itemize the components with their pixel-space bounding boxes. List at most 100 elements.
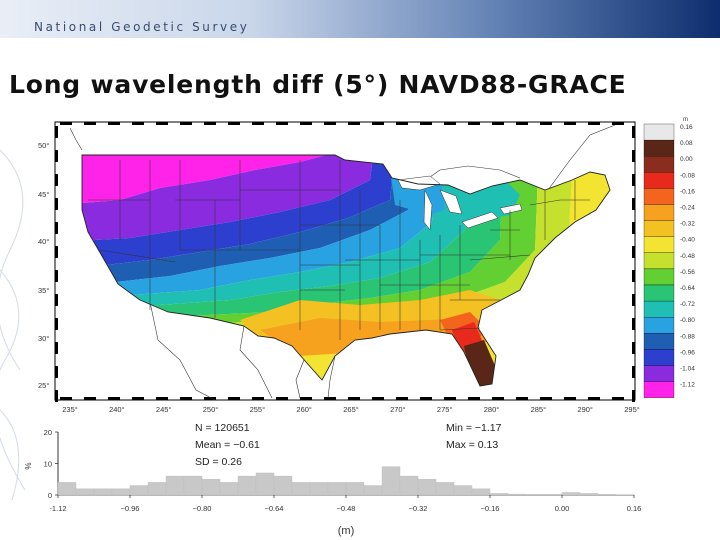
colorbar-label: -0.16 [680,188,695,195]
latitude-tick-labels: 50° 45° 40° 35° 30° 25° [38,141,49,390]
colorbar-label: -0.08 [680,172,695,179]
histogram-x-tick-label: −0.32 [409,504,428,513]
map-frame-ticks [55,122,635,402]
histogram-bar [453,485,473,496]
colorbar-label: -0.40 [680,237,695,244]
histogram-bar [345,482,365,496]
longitude-tick-label: 280° [484,405,500,414]
histogram-bar [579,493,599,496]
neighbor-borders [69,124,616,401]
state-boundaries [88,160,590,340]
colorbar-unit: m [683,117,688,123]
histogram-bar [273,475,293,496]
longitude-tick-label: 290° [577,405,593,414]
histogram-bar [111,488,131,496]
histogram-y-label: % [24,462,33,469]
longitude-tick-label: 235° [62,405,78,414]
histogram-bar [507,493,527,496]
colorbar-label: -1.12 [680,382,695,389]
longitude-tick-label: 295° [624,405,640,414]
histogram-bar [165,475,185,496]
longitude-tick-label: 285° [531,405,547,414]
decorative-swirl [0,149,26,501]
colorbar-swatch [643,204,675,221]
latitude-tick-label: 40° [38,237,49,246]
histogram-x-label: (m) [338,525,355,537]
histogram: -1.12 −0.96 −0.80 −0.64 −0.48 −0.32 −0.16 0.00 0… [24,428,641,537]
histogram-x-tick-label: 0.16 [627,504,642,513]
histogram-y-tick-label: 0 [48,491,52,500]
stat-mean: Mean = −0.61 [195,439,260,451]
colorbar-swatch [643,236,675,253]
longitude-tick-label: 245° [156,405,172,414]
colorbar-label: -0.56 [680,269,695,276]
longitude-tick-label: 250° [203,405,219,414]
longitude-tick-label: 270° [390,405,406,414]
stat-min: Min = −1.17 [446,422,502,434]
stat-n: N = 120651 [195,422,250,434]
organization-label: National Geodetic Survey [34,20,250,34]
colorbar-label: -0.32 [680,221,695,228]
region-light-blue [82,155,440,300]
histogram-bars [57,466,635,496]
histogram-y-tick-label: 20 [44,428,52,437]
histogram-bar [129,485,149,496]
histogram-bar [525,494,545,496]
stat-sd: SD = 0.26 [195,456,242,468]
histogram-bar [489,493,509,496]
histogram-bar [435,482,455,496]
slide-title: Long wavelength diff (5°) NAVD88-GRACE [9,70,627,99]
histogram-x-tick-label: −0.96 [121,504,140,513]
histogram-bar [255,472,275,496]
latitude-tick-label: 35° [38,286,49,295]
colorbar-label: -0.24 [680,205,695,212]
histogram-bar [237,475,257,496]
colorbar-label: -0.80 [680,317,695,324]
colorbar: 0.16 0.08 0.00 -0.08 -0.16 -0.24 -0.32 -0.40 -0.… [643,123,695,398]
colorbar-label: -0.72 [680,301,695,308]
histogram-bar [147,482,167,496]
colorbar-swatch [643,284,675,302]
histogram-bar [399,475,419,496]
histogram-bar [219,482,239,496]
colorbar-label: -0.88 [680,333,695,340]
latitude-tick-label: 25° [38,381,49,390]
colorbar-label: 0.16 [680,124,693,131]
histogram-bar [309,482,329,496]
histogram-bar [75,488,95,496]
longitude-tick-label: 265° [343,405,359,414]
colorbar-label: -0.96 [680,349,695,356]
longitude-tick-label: 260° [296,405,312,414]
histogram-x-tick-label: −0.64 [265,504,284,513]
colorbar-swatch [643,172,675,189]
histogram-bar [417,479,437,496]
histogram-bar [381,466,401,496]
colorbar-swatch [643,139,675,157]
longitude-tick-label: 275° [437,405,453,414]
colorbar-swatch [643,381,675,398]
histogram-x-tick-label: 0.00 [555,504,570,513]
histogram-bar [543,494,563,496]
header-band: National Geodetic Survey [0,0,720,38]
longitude-tick-label: 255° [250,405,266,414]
histogram-bar [363,485,383,496]
colorbar-swatch [643,268,675,286]
colorbar-swatch [643,317,675,334]
colorbar-label: -1.04 [680,366,695,373]
colorbar-swatch [643,188,675,205]
region-teal [82,155,470,312]
histogram-bar [201,479,221,496]
histogram-bar [57,482,77,496]
colorbar-swatch [643,156,675,173]
region-violet [82,155,378,242]
great-lakes [397,175,523,231]
histogram-x-tick-label: −0.48 [337,504,356,513]
histogram-x-tick-labels: -1.12 −0.96 −0.80 −0.64 −0.48 −0.32 −0.16 0.00 0… [49,495,641,513]
histogram-x-tick-label: −0.80 [193,504,212,513]
colorbar-label: -0.48 [680,253,695,260]
longitude-tick-labels: 235° 240° 245° 250° 255° 260° 265° 270° 275° 280°… [62,405,640,414]
colorbar-label: -0.64 [680,285,695,292]
latitude-tick-label: 30° [38,334,49,343]
latitude-tick-label: 50° [38,141,49,150]
